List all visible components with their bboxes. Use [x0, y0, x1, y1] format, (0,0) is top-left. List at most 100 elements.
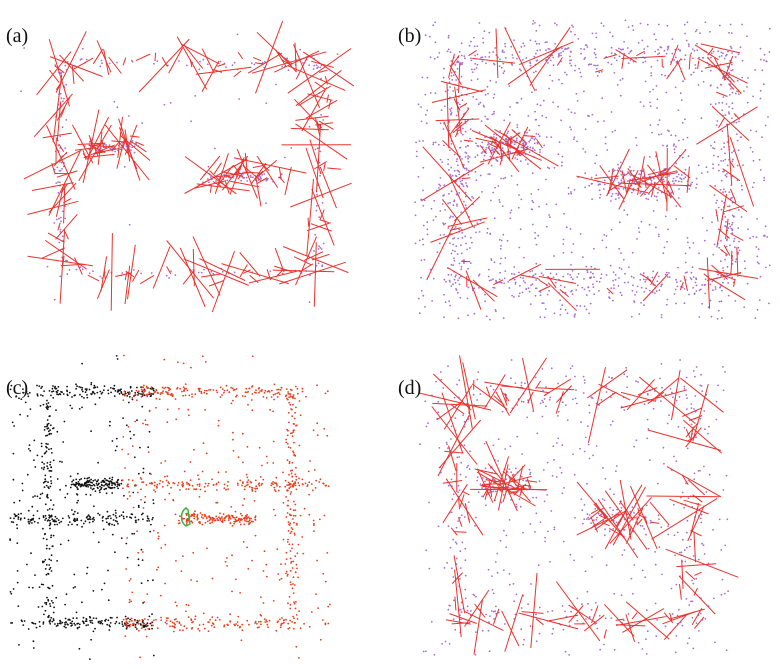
map-point — [462, 184, 464, 186]
map-point — [592, 273, 594, 275]
map-point — [595, 57, 597, 59]
map-point — [454, 276, 456, 278]
map-point — [484, 443, 486, 445]
map-point — [254, 392, 256, 394]
map-point — [501, 502, 503, 504]
map-point — [691, 278, 693, 280]
map-point — [701, 172, 703, 174]
map-point — [760, 169, 762, 171]
map-point — [461, 76, 463, 78]
map-point — [111, 479, 113, 481]
map-point — [11, 622, 13, 624]
map-point — [698, 630, 700, 632]
map-point — [246, 474, 248, 476]
map-point — [532, 147, 534, 149]
map-point — [539, 135, 541, 137]
map-point — [493, 618, 495, 620]
map-point — [527, 146, 529, 148]
map-point — [45, 503, 47, 505]
map-point — [765, 225, 767, 227]
map-point — [117, 488, 119, 490]
map-point — [547, 462, 549, 464]
map-point — [43, 390, 45, 392]
map-point — [448, 274, 450, 276]
map-point — [709, 474, 711, 476]
map-point — [475, 517, 477, 519]
map-point — [561, 83, 563, 85]
map-point — [612, 528, 614, 530]
map-point — [208, 182, 210, 184]
map-point — [111, 492, 113, 494]
map-point — [458, 174, 460, 176]
map-point — [686, 397, 688, 399]
map-point — [444, 105, 446, 107]
map-point — [500, 248, 502, 250]
map-point — [761, 69, 763, 71]
map-point — [194, 514, 196, 516]
map-point — [724, 58, 726, 60]
map-point — [129, 626, 131, 628]
map-point — [166, 421, 168, 423]
map-point — [606, 385, 608, 387]
map-point — [497, 185, 499, 187]
map-point — [273, 399, 275, 401]
map-point — [289, 484, 291, 486]
map-point — [597, 75, 599, 77]
map-point — [461, 63, 463, 65]
map-point — [46, 574, 48, 576]
map-point — [666, 53, 668, 55]
map-point — [592, 33, 594, 35]
map-point — [595, 65, 597, 67]
map-point — [249, 486, 251, 488]
map-point — [297, 388, 299, 390]
map-point — [455, 288, 457, 290]
map-point — [162, 392, 164, 394]
map-point — [684, 561, 686, 563]
map-point — [612, 35, 614, 37]
map-point — [206, 516, 208, 518]
map-line — [199, 259, 245, 281]
map-point — [151, 386, 153, 388]
map-point — [486, 315, 488, 317]
map-point — [675, 180, 677, 182]
map-point — [164, 460, 166, 462]
map-point — [89, 273, 91, 275]
map-point — [452, 264, 454, 266]
map-point — [54, 299, 56, 301]
map-point — [562, 50, 564, 52]
map-point — [665, 274, 667, 276]
map-line — [130, 136, 140, 137]
map-point — [123, 355, 125, 357]
map-point — [36, 627, 38, 629]
map-point — [721, 102, 723, 104]
map-point — [523, 257, 525, 259]
map-point — [136, 530, 138, 532]
map-point — [120, 147, 122, 149]
map-point — [247, 446, 249, 448]
map-point — [56, 524, 58, 526]
map-point — [261, 483, 263, 485]
map-point — [723, 389, 725, 391]
map-point — [238, 456, 240, 458]
map-point — [623, 41, 625, 43]
map-point — [495, 561, 497, 563]
map-point — [49, 548, 51, 550]
map-point — [576, 403, 578, 405]
map-point — [589, 290, 591, 292]
map-point — [538, 564, 540, 566]
map-point — [110, 392, 112, 394]
map-point — [317, 147, 319, 149]
map-point — [318, 216, 320, 218]
map-point — [738, 53, 740, 55]
map-point — [286, 552, 288, 554]
map-point — [693, 72, 695, 74]
map-point — [652, 89, 654, 91]
map-point — [495, 280, 497, 282]
map-point — [641, 221, 643, 223]
map-line — [48, 233, 65, 243]
map-point — [46, 408, 48, 410]
map-point — [510, 377, 512, 379]
map-point — [621, 268, 623, 270]
map-point — [516, 436, 518, 438]
map-point — [653, 210, 655, 212]
